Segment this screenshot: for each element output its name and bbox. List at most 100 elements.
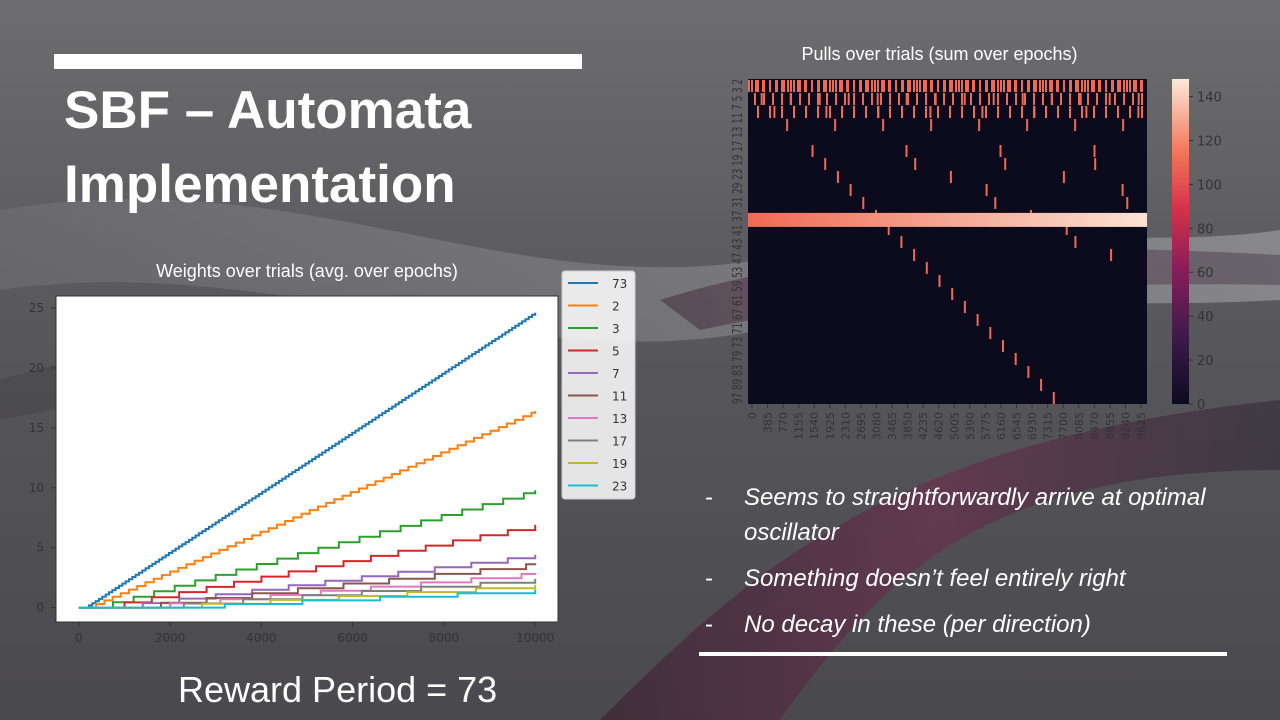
heatmap-cell bbox=[978, 119, 981, 131]
heatmap-cell bbox=[1069, 106, 1071, 118]
heatmap-cell bbox=[883, 80, 885, 92]
bullet-list: - Seems to straightforwardly arrive at op… bbox=[705, 480, 1245, 653]
heatmap-cell bbox=[1126, 197, 1129, 209]
heatmap-cell bbox=[992, 93, 995, 105]
heatmap-cell bbox=[751, 80, 753, 92]
heatmap-cell bbox=[1039, 80, 1041, 92]
heatmap-row-labels: 97 89 83 79 73 71 67 61 59 53 47 43 41 3… bbox=[731, 79, 746, 404]
heatmap-cell bbox=[1085, 106, 1088, 118]
heatmap-cell bbox=[775, 80, 777, 92]
heatmap-cell bbox=[981, 106, 984, 118]
colorbar-tick-label: 60 bbox=[1197, 266, 1214, 281]
heatmap-cell bbox=[925, 80, 927, 92]
heatmap-x-tick-label: 1925 bbox=[824, 412, 837, 440]
heatmap-x-tick-label: 2310 bbox=[839, 412, 852, 440]
legend-label: 17 bbox=[612, 435, 627, 449]
heatmap-cell bbox=[909, 80, 911, 92]
heatmap-cell bbox=[797, 80, 799, 92]
heatmap-cell bbox=[853, 106, 855, 118]
heatmap-cell bbox=[988, 93, 990, 105]
x-tick-label: 2000 bbox=[155, 631, 186, 645]
heatmap-cell bbox=[1126, 80, 1128, 92]
heatmap-cell bbox=[889, 106, 891, 118]
heatmap-cell bbox=[1009, 80, 1011, 92]
heatmap-cell bbox=[1002, 340, 1004, 352]
colorbar-tick-label: 40 bbox=[1197, 310, 1214, 325]
heatmap-cell bbox=[825, 106, 828, 118]
heatmap-x-tick-label: 0 bbox=[746, 412, 759, 419]
heatmap-cell bbox=[1135, 80, 1137, 92]
heatmap-cell bbox=[1035, 80, 1037, 92]
heatmap-cell bbox=[958, 80, 960, 92]
heatmap-cell bbox=[1045, 106, 1047, 118]
heatmap-cell bbox=[931, 80, 933, 92]
legend-label: 19 bbox=[612, 457, 627, 471]
heatmap-cell bbox=[1141, 93, 1143, 105]
heatmap-cell bbox=[1121, 184, 1124, 196]
heatmap-cell bbox=[834, 119, 837, 131]
heatmap-cell bbox=[847, 93, 850, 105]
x-tick-label: 0 bbox=[75, 631, 83, 645]
heatmap-cell bbox=[961, 106, 963, 118]
heatmap-cell bbox=[817, 106, 819, 118]
heatmap-cell bbox=[755, 80, 757, 92]
slide-title: SBF – Automata Implementation bbox=[64, 74, 624, 222]
heatmap-cell bbox=[783, 80, 785, 92]
series-line bbox=[78, 411, 537, 609]
heatmap-cell bbox=[1117, 106, 1119, 118]
heatmap-cell bbox=[1117, 80, 1119, 92]
heatmap-cell bbox=[934, 93, 936, 105]
y-tick-label: 20 bbox=[29, 361, 44, 375]
heatmap-cell bbox=[754, 93, 756, 105]
heatmap-cell bbox=[961, 93, 963, 105]
heatmap-cell bbox=[907, 93, 909, 105]
plot-area bbox=[55, 295, 559, 623]
legend-label: 3 bbox=[612, 322, 620, 336]
legend-label: 2 bbox=[612, 300, 620, 314]
heatmap-cell bbox=[1137, 106, 1140, 118]
heatmap-cell bbox=[760, 93, 763, 105]
heatmap-cell bbox=[913, 106, 915, 118]
heatmap-cell bbox=[1057, 106, 1059, 118]
heatmap-cell bbox=[805, 106, 807, 118]
heatmap-cell bbox=[1141, 106, 1143, 118]
heatmap-cell bbox=[937, 106, 939, 118]
heatmap-cell bbox=[847, 80, 849, 92]
heatmap-cell bbox=[874, 80, 876, 92]
heatmap-cell bbox=[769, 106, 771, 118]
heatmap-cell bbox=[880, 93, 882, 105]
heatmap-cell bbox=[841, 106, 843, 118]
heatmap-cell bbox=[1051, 93, 1053, 105]
heatmap-x-tick-label: 4235 bbox=[917, 412, 930, 440]
heatmap-cell bbox=[1014, 353, 1017, 365]
y-tick-label: 15 bbox=[29, 421, 44, 435]
heatmap-cell bbox=[1075, 80, 1077, 92]
heatmap-cell bbox=[871, 93, 873, 105]
heatmap-cell bbox=[1096, 93, 1098, 105]
heatmap-cell bbox=[938, 275, 941, 287]
x-tick-label: 6000 bbox=[337, 631, 368, 645]
heatmap-cell bbox=[877, 106, 879, 118]
heatmap-cell bbox=[994, 197, 997, 209]
colorbar-tick-label: 80 bbox=[1197, 222, 1214, 237]
heatmap-cell bbox=[1060, 93, 1062, 105]
heatmap-cell bbox=[961, 80, 963, 92]
heatmap-cell bbox=[1094, 158, 1097, 170]
heatmap-cell bbox=[1105, 93, 1107, 105]
heatmap-cell bbox=[937, 80, 939, 92]
heatmap-cell bbox=[991, 80, 993, 92]
heatmap-cell bbox=[1033, 106, 1035, 118]
heatmap-cell bbox=[793, 80, 795, 92]
heatmap-cell bbox=[1093, 145, 1096, 157]
heatmap-cell bbox=[901, 106, 903, 118]
heatmap-x-tick-label: 385 bbox=[762, 412, 775, 433]
heatmap-cell bbox=[781, 80, 783, 92]
heatmap-cell bbox=[1091, 80, 1093, 92]
heatmap-cell bbox=[787, 80, 789, 92]
heatmap-cell bbox=[985, 184, 988, 196]
heatmap-cell bbox=[1105, 106, 1107, 118]
heatmap-highlight-band bbox=[748, 212, 1147, 227]
heatmap-cell bbox=[1021, 106, 1023, 118]
series-line bbox=[78, 572, 537, 609]
